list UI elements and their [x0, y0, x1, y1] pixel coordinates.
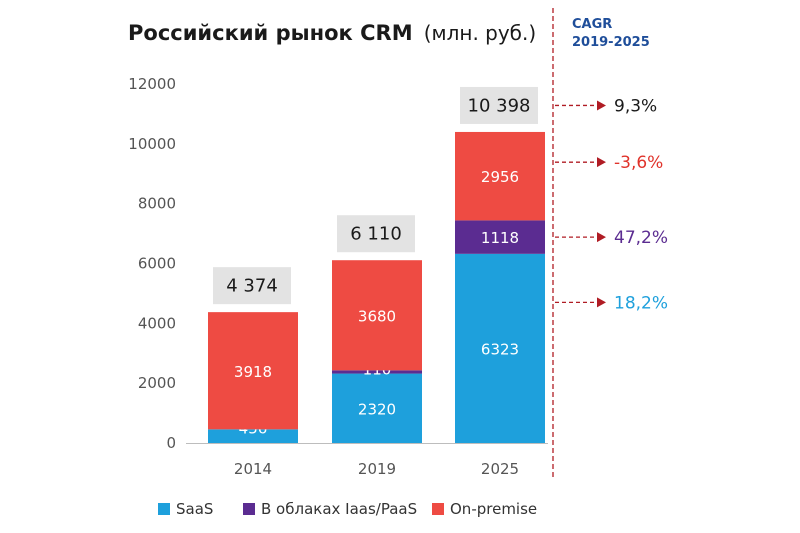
legend-swatch: [243, 503, 255, 515]
cagr-arrow-head: [597, 232, 606, 243]
bar-value-label: 2956: [481, 168, 519, 186]
chart-title-unit: (млн. руб.): [424, 21, 537, 45]
y-tick-label: 2000: [138, 374, 176, 392]
bar-segment: [455, 131, 545, 221]
y-tick-label: 8000: [138, 195, 176, 213]
bar-value-label: 6323: [481, 340, 519, 358]
chart-title-main: Российский рынок CRM: [128, 21, 413, 45]
legend: SaaS В облаках Iaas/PaaS On-premise: [158, 500, 537, 518]
legend-label: В облаках Iaas/PaaS: [261, 500, 417, 518]
y-tick-label: 4000: [138, 314, 176, 332]
cagr-value-label: 9,3%: [614, 96, 657, 116]
legend-swatch: [432, 503, 444, 515]
bar-segment: [208, 312, 298, 430]
bar-segment: [332, 373, 422, 443]
cagr-value-label: 47,2%: [614, 228, 668, 248]
x-axis: 2014 2019 2025: [234, 460, 519, 478]
total-value-label: 6 110: [350, 224, 402, 245]
cagr-arrows-group: 9,3% -3,6% 47,2% 18,2%: [555, 96, 668, 313]
total-value-label: 10 398: [468, 95, 531, 116]
bar-value-label: 1118: [481, 229, 519, 247]
bar-value-label: 3680: [358, 307, 396, 325]
legend-label: SaaS: [176, 500, 213, 518]
x-tick-label: 2014: [234, 460, 272, 478]
legend-swatch: [158, 503, 170, 515]
cagr-value-label: 18,2%: [614, 293, 668, 313]
y-tick-label: 6000: [138, 255, 176, 273]
x-tick-label: 2025: [481, 460, 519, 478]
y-axis: 0 2000 4000 6000 8000 10000 12000: [128, 75, 176, 452]
total-value-label: 4 374: [226, 276, 278, 297]
total-box: [460, 86, 538, 124]
x-tick-label: 2019: [358, 460, 396, 478]
cagr-value-label: -3,6%: [614, 153, 663, 173]
bar-value-label: 3918: [234, 363, 272, 381]
y-tick-label: 10000: [128, 135, 176, 153]
total-box: [337, 215, 415, 253]
total-box: [213, 267, 291, 305]
cagr-header-label: CAGR: [572, 17, 612, 32]
cagr-header-period: 2019-2025: [572, 35, 650, 50]
bar-segment: [332, 260, 422, 371]
legend-label: On-premise: [450, 500, 537, 518]
y-tick-label: 0: [166, 434, 176, 452]
bar-segment: [332, 370, 422, 374]
chart-title: Российский рынок CRM (млн. руб.): [128, 21, 536, 45]
bars-group: 45639184 374232011036806 110632311182956…: [208, 86, 545, 443]
bar-segment: [455, 220, 545, 254]
bar-segment: [455, 253, 545, 443]
cagr-arrow-head: [597, 297, 606, 308]
cagr-arrow-head: [597, 157, 606, 168]
y-tick-label: 12000: [128, 75, 176, 93]
cagr-arrow-head: [597, 100, 606, 111]
bar-value-label: 2320: [358, 400, 396, 418]
bar-segment: [208, 429, 298, 443]
